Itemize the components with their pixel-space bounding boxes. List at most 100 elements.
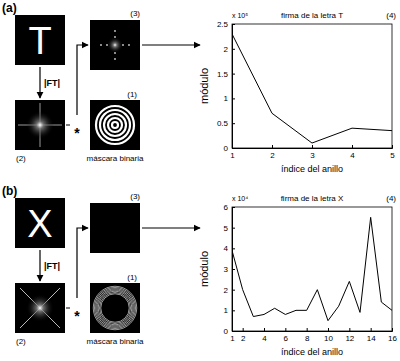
x-axis-line bbox=[233, 145, 393, 149]
connector bbox=[66, 125, 70, 126]
product-image bbox=[90, 203, 140, 253]
y-tick: 1 bbox=[224, 306, 235, 315]
x-axis-title: índice del anillo bbox=[281, 347, 343, 357]
chart: 1234500.511.522.5firma de la letra Tx 10… bbox=[198, 11, 396, 174]
y-tick-label: 2 bbox=[224, 45, 229, 54]
product-dot bbox=[114, 30, 116, 32]
ft-streak bbox=[20, 288, 60, 328]
x-tick: 10 bbox=[324, 328, 333, 343]
mask-ring bbox=[101, 294, 130, 323]
x-axis-line bbox=[233, 328, 393, 332]
x-tick: 6 bbox=[284, 328, 289, 343]
x-tick-label: 6 bbox=[284, 334, 289, 343]
marker-label: (1) bbox=[127, 90, 137, 99]
chart-title: firma de la letra T bbox=[281, 11, 343, 20]
y-tick-mark bbox=[232, 269, 235, 270]
mask-ring bbox=[100, 293, 131, 324]
x-tick-label: 12 bbox=[345, 334, 354, 343]
product-dot bbox=[122, 44, 124, 46]
x-tick-label: 1 bbox=[230, 334, 235, 343]
x-tick-label: 4 bbox=[262, 334, 267, 343]
x-tick-label: 4 bbox=[350, 151, 355, 160]
x-tick: 4 bbox=[262, 328, 267, 343]
axis-multiplier: x 10⁴ bbox=[232, 195, 248, 202]
x-axis: 12345 bbox=[230, 145, 395, 160]
product-dot bbox=[114, 52, 116, 54]
ft-image bbox=[15, 100, 65, 150]
y-axis-line bbox=[233, 208, 236, 332]
y-tick-label: 1.5 bbox=[217, 70, 229, 79]
y-tick: 2 bbox=[224, 286, 235, 295]
y-tick-mark bbox=[232, 24, 235, 25]
y-tick-label: 6 bbox=[224, 203, 229, 212]
data-line bbox=[232, 34, 392, 143]
panel-label: (a) bbox=[2, 1, 17, 15]
marker-label: (1) bbox=[127, 273, 137, 282]
marker-label: (4) bbox=[386, 11, 396, 20]
x-tick-mark bbox=[328, 328, 329, 331]
y-tick: 1 bbox=[224, 94, 235, 103]
letter-image bbox=[15, 198, 65, 248]
series bbox=[232, 34, 392, 143]
mask-ring bbox=[95, 288, 136, 329]
arrow bbox=[142, 44, 200, 45]
y-tick-mark bbox=[232, 123, 235, 124]
y-tick-label: 1 bbox=[224, 306, 229, 315]
letter: T bbox=[28, 20, 51, 62]
y-tick-mark bbox=[232, 49, 235, 50]
marker-label: (3) bbox=[130, 192, 140, 201]
y-axis-line bbox=[233, 25, 236, 149]
mask-ring bbox=[108, 118, 122, 132]
letter-image bbox=[15, 15, 65, 65]
product-background bbox=[90, 203, 140, 253]
ft-background bbox=[15, 100, 65, 150]
x-tick-mark bbox=[307, 328, 308, 331]
ft-label: |FT| bbox=[44, 261, 60, 271]
x-tick-mark bbox=[285, 328, 286, 331]
y-tick: 1.5 bbox=[217, 70, 235, 79]
product-dot bbox=[114, 36, 116, 38]
axis-multiplier: x 10⁵ bbox=[232, 12, 248, 19]
x-tick-label: 2 bbox=[270, 151, 275, 160]
mask-ring bbox=[97, 290, 133, 326]
ft-image bbox=[15, 283, 65, 333]
mask-label: máscara binaria bbox=[87, 337, 144, 346]
x-tick: 14 bbox=[367, 328, 376, 343]
y-tick-mark bbox=[232, 248, 235, 249]
x-tick: 3 bbox=[310, 145, 315, 160]
marker-label: (2) bbox=[16, 337, 26, 346]
x-tick-mark bbox=[392, 328, 393, 331]
mask-ring bbox=[112, 122, 118, 128]
y-tick-mark bbox=[232, 290, 235, 291]
product-dot bbox=[128, 44, 130, 46]
arrow bbox=[77, 228, 88, 298]
y-tick: 4 bbox=[224, 244, 235, 253]
y-tick: 6 bbox=[224, 203, 235, 212]
operator: * bbox=[74, 125, 80, 141]
y-tick-label: 0 bbox=[224, 327, 229, 336]
mask-label: máscara binaria bbox=[87, 154, 144, 163]
y-tick: 0 bbox=[224, 144, 235, 153]
x-tick-mark bbox=[392, 145, 393, 148]
ft-streak bbox=[20, 288, 60, 328]
y-tick-mark bbox=[232, 74, 235, 75]
operator: * bbox=[74, 308, 80, 324]
mask-ring bbox=[93, 286, 137, 330]
x-tick-label: 3 bbox=[310, 151, 315, 160]
x-tick: 16 bbox=[388, 328, 397, 343]
y-tick-label: 5 bbox=[224, 224, 229, 233]
y-tick: 2.5 bbox=[217, 20, 235, 29]
y-tick: 3 bbox=[224, 265, 235, 274]
y-tick-label: 2 bbox=[224, 286, 229, 295]
arrow bbox=[77, 45, 88, 115]
x-tick-mark bbox=[352, 145, 353, 148]
x-tick-label: 16 bbox=[388, 334, 397, 343]
mask-background bbox=[90, 283, 140, 333]
x-tick-mark bbox=[349, 328, 350, 331]
y-tick-mark bbox=[232, 228, 235, 229]
x-tick-label: 5 bbox=[390, 151, 395, 160]
ft-glow bbox=[26, 294, 54, 322]
mask-ring bbox=[104, 114, 126, 136]
plot-frame bbox=[232, 207, 392, 331]
y-tick: 2 bbox=[224, 45, 235, 54]
